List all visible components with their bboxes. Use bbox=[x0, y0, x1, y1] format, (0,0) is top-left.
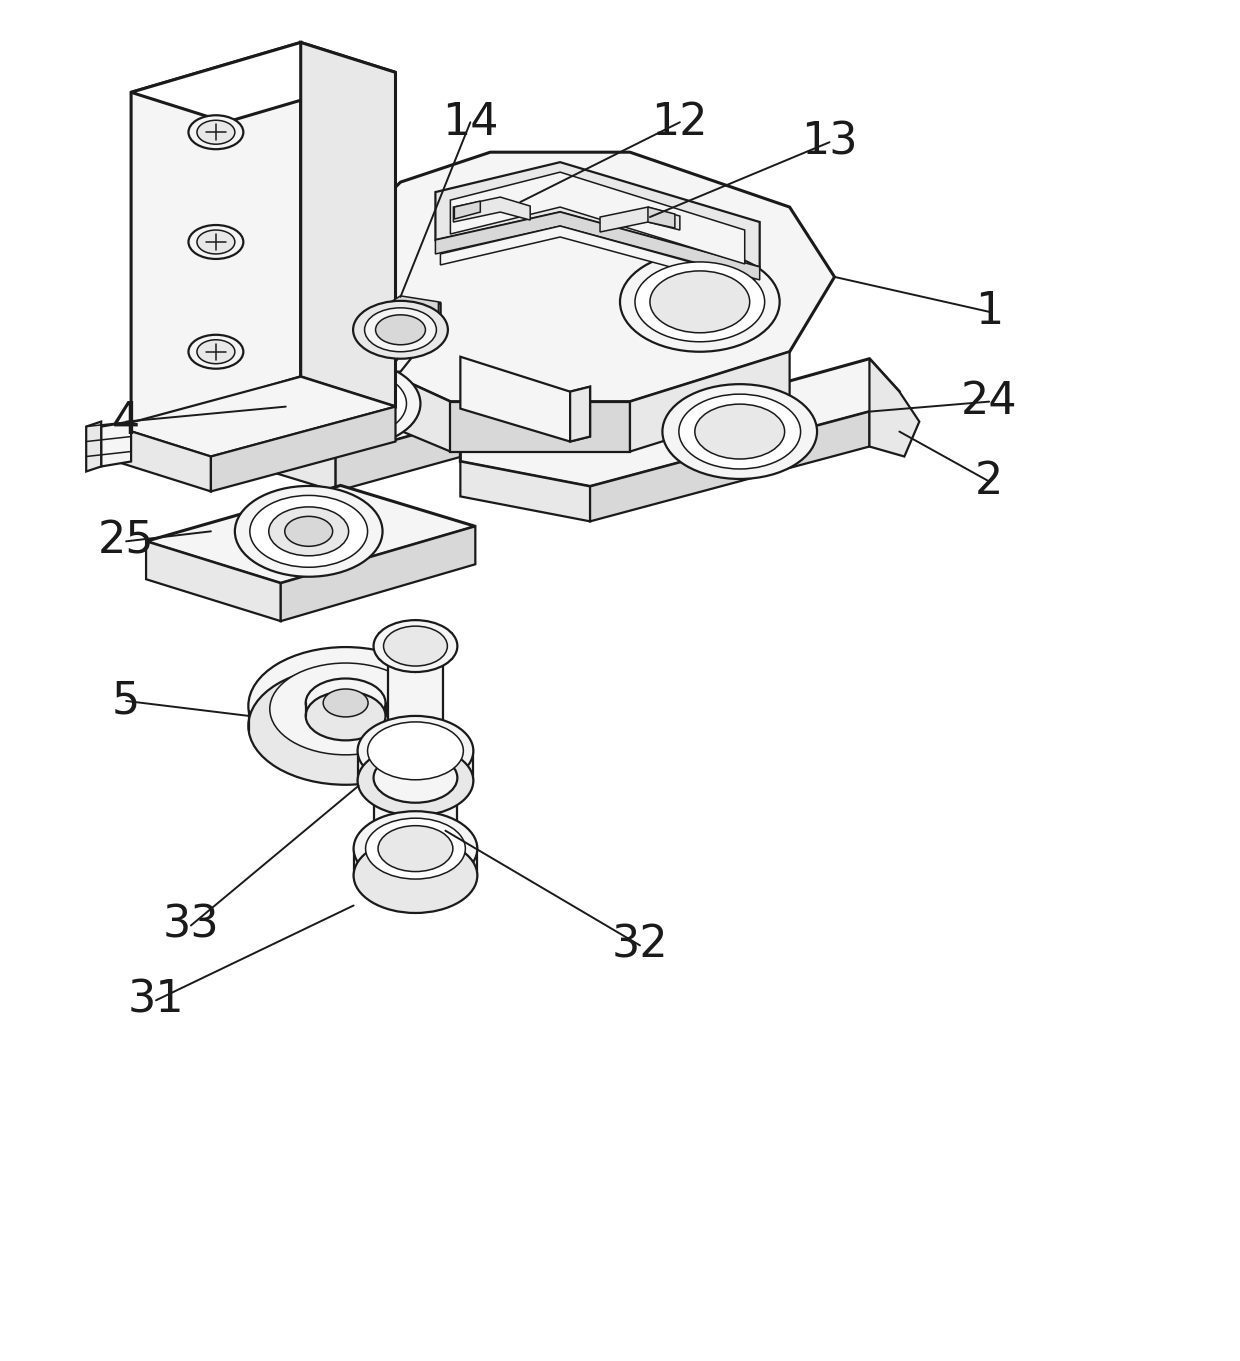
Text: 25: 25 bbox=[98, 520, 155, 563]
Polygon shape bbox=[460, 357, 590, 441]
Polygon shape bbox=[301, 302, 440, 372]
Text: 31: 31 bbox=[128, 979, 185, 1022]
Ellipse shape bbox=[376, 314, 425, 344]
Ellipse shape bbox=[309, 378, 393, 430]
Ellipse shape bbox=[306, 679, 386, 727]
Polygon shape bbox=[388, 649, 444, 755]
Polygon shape bbox=[301, 42, 396, 407]
Ellipse shape bbox=[388, 739, 444, 773]
Text: 12: 12 bbox=[651, 101, 708, 144]
Polygon shape bbox=[131, 42, 301, 426]
Ellipse shape bbox=[306, 691, 386, 740]
Text: 4: 4 bbox=[112, 400, 140, 444]
Ellipse shape bbox=[321, 385, 381, 422]
Text: 32: 32 bbox=[611, 924, 668, 966]
Polygon shape bbox=[146, 486, 475, 584]
Ellipse shape bbox=[357, 746, 474, 815]
Polygon shape bbox=[379, 621, 451, 672]
Polygon shape bbox=[454, 197, 531, 222]
Polygon shape bbox=[221, 357, 570, 456]
Polygon shape bbox=[440, 226, 755, 290]
Polygon shape bbox=[280, 527, 475, 621]
Polygon shape bbox=[311, 152, 835, 401]
Polygon shape bbox=[454, 201, 480, 219]
Ellipse shape bbox=[357, 716, 474, 785]
Ellipse shape bbox=[694, 404, 785, 459]
Ellipse shape bbox=[366, 818, 465, 879]
Ellipse shape bbox=[378, 826, 453, 871]
Ellipse shape bbox=[650, 271, 750, 333]
Ellipse shape bbox=[248, 646, 443, 765]
Ellipse shape bbox=[269, 506, 348, 555]
Polygon shape bbox=[117, 377, 396, 456]
Polygon shape bbox=[435, 212, 760, 280]
Ellipse shape bbox=[662, 384, 817, 479]
Ellipse shape bbox=[635, 261, 765, 342]
Ellipse shape bbox=[270, 663, 422, 755]
Text: 2: 2 bbox=[975, 460, 1003, 504]
Polygon shape bbox=[131, 42, 396, 122]
Ellipse shape bbox=[197, 120, 234, 144]
Polygon shape bbox=[353, 849, 477, 875]
Polygon shape bbox=[301, 272, 450, 452]
Ellipse shape bbox=[280, 361, 420, 446]
Polygon shape bbox=[362, 295, 439, 329]
Ellipse shape bbox=[353, 838, 477, 913]
Polygon shape bbox=[460, 359, 899, 486]
Ellipse shape bbox=[197, 230, 234, 255]
Polygon shape bbox=[117, 426, 211, 491]
Polygon shape bbox=[435, 162, 760, 267]
Ellipse shape bbox=[188, 116, 243, 150]
Ellipse shape bbox=[188, 225, 243, 259]
Ellipse shape bbox=[353, 301, 448, 359]
Ellipse shape bbox=[367, 721, 464, 780]
Polygon shape bbox=[102, 422, 131, 467]
Ellipse shape bbox=[620, 252, 780, 351]
Ellipse shape bbox=[324, 689, 368, 717]
Ellipse shape bbox=[373, 827, 458, 878]
Polygon shape bbox=[87, 422, 102, 471]
Ellipse shape bbox=[285, 516, 332, 546]
Ellipse shape bbox=[373, 753, 458, 803]
Polygon shape bbox=[373, 777, 458, 852]
Ellipse shape bbox=[295, 370, 407, 437]
Ellipse shape bbox=[197, 340, 234, 363]
Polygon shape bbox=[600, 207, 680, 231]
Text: 5: 5 bbox=[112, 679, 140, 723]
Polygon shape bbox=[590, 411, 869, 521]
Polygon shape bbox=[460, 461, 590, 521]
Text: 33: 33 bbox=[162, 904, 219, 947]
Text: 13: 13 bbox=[801, 121, 858, 163]
Polygon shape bbox=[630, 351, 790, 452]
Ellipse shape bbox=[234, 486, 382, 577]
Ellipse shape bbox=[388, 632, 444, 666]
Polygon shape bbox=[450, 171, 745, 264]
Polygon shape bbox=[221, 422, 336, 491]
Ellipse shape bbox=[188, 335, 243, 369]
Polygon shape bbox=[336, 392, 570, 491]
Polygon shape bbox=[357, 751, 474, 781]
Ellipse shape bbox=[383, 626, 448, 666]
Polygon shape bbox=[361, 297, 440, 336]
Ellipse shape bbox=[353, 811, 477, 886]
Ellipse shape bbox=[678, 395, 801, 470]
Polygon shape bbox=[869, 359, 919, 456]
Text: 14: 14 bbox=[443, 101, 498, 144]
Text: 1: 1 bbox=[975, 290, 1003, 333]
Text: 24: 24 bbox=[961, 380, 1018, 423]
Polygon shape bbox=[570, 387, 590, 441]
Ellipse shape bbox=[249, 495, 367, 568]
Ellipse shape bbox=[248, 667, 443, 785]
Polygon shape bbox=[649, 207, 675, 229]
Ellipse shape bbox=[365, 308, 436, 351]
Polygon shape bbox=[450, 401, 630, 452]
Polygon shape bbox=[146, 542, 280, 621]
Ellipse shape bbox=[373, 621, 458, 672]
Polygon shape bbox=[211, 407, 396, 491]
